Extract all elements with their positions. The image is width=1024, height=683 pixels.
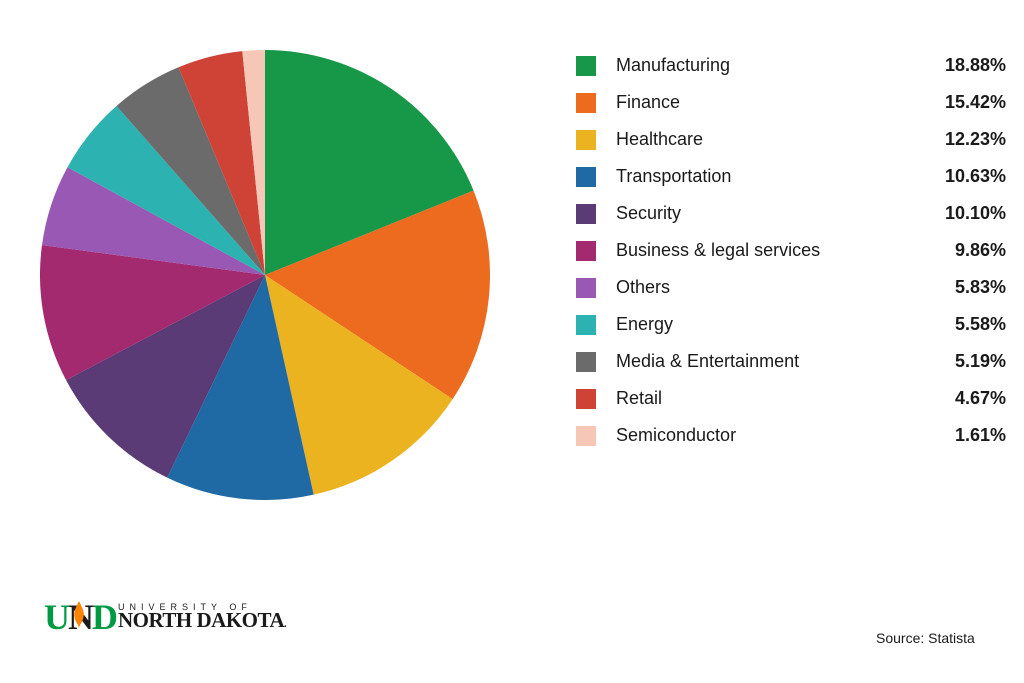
legend-swatch <box>576 167 596 187</box>
legend-pct: 15.42% <box>926 92 1006 113</box>
legend-pct: 5.19% <box>926 351 1006 372</box>
legend-row: Media & Entertainment5.19% <box>576 351 1006 372</box>
legend-swatch <box>576 130 596 150</box>
legend-swatch <box>576 241 596 261</box>
flame-icon <box>72 601 86 629</box>
legend-pct: 9.86% <box>926 240 1006 261</box>
legend-label: Business & legal services <box>616 240 926 261</box>
legend-label: Retail <box>616 388 926 409</box>
legend-row: Healthcare12.23% <box>576 129 1006 150</box>
legend-swatch <box>576 426 596 446</box>
pie-svg <box>40 50 490 500</box>
legend-row: Business & legal services9.86% <box>576 240 1006 261</box>
legend-pct: 5.58% <box>926 314 1006 335</box>
legend-label: Energy <box>616 314 926 335</box>
legend-row: Semiconductor1.61% <box>576 425 1006 446</box>
legend: Manufacturing18.88%Finance15.42%Healthca… <box>576 55 1006 446</box>
legend-pct: 1.61% <box>926 425 1006 446</box>
legend-swatch <box>576 204 596 224</box>
pie-chart <box>40 50 490 505</box>
logo-und-mark: UND <box>44 596 116 638</box>
legend-pct: 12.23% <box>926 129 1006 150</box>
legend-row: Manufacturing18.88% <box>576 55 1006 76</box>
chart-container: Manufacturing18.88%Finance15.42%Healthca… <box>0 0 1024 683</box>
legend-swatch <box>576 278 596 298</box>
legend-row: Others5.83% <box>576 277 1006 298</box>
legend-row: Finance15.42% <box>576 92 1006 113</box>
logo-bottom-line: NORTH DAKOTA. <box>118 611 286 631</box>
legend-swatch <box>576 93 596 113</box>
legend-row: Retail4.67% <box>576 388 1006 409</box>
legend-label: Finance <box>616 92 926 113</box>
legend-label: Transportation <box>616 166 926 187</box>
legend-swatch <box>576 315 596 335</box>
legend-label: Healthcare <box>616 129 926 150</box>
legend-pct: 5.83% <box>926 277 1006 298</box>
legend-pct: 18.88% <box>926 55 1006 76</box>
legend-label: Semiconductor <box>616 425 926 446</box>
legend-pct: 10.63% <box>926 166 1006 187</box>
legend-label: Manufacturing <box>616 55 926 76</box>
legend-label: Security <box>616 203 926 224</box>
und-logo: UND UNIVERSITY OF NORTH DAKOTA. <box>44 596 286 638</box>
legend-swatch <box>576 389 596 409</box>
legend-label: Others <box>616 277 926 298</box>
legend-pct: 10.10% <box>926 203 1006 224</box>
legend-row: Security10.10% <box>576 203 1006 224</box>
source-attribution: Source: Statista <box>876 630 975 646</box>
legend-pct: 4.67% <box>926 388 1006 409</box>
legend-label: Media & Entertainment <box>616 351 926 372</box>
legend-swatch <box>576 352 596 372</box>
legend-swatch <box>576 56 596 76</box>
legend-row: Transportation10.63% <box>576 166 1006 187</box>
source-text: Source: Statista <box>876 630 975 646</box>
legend-row: Energy5.58% <box>576 314 1006 335</box>
